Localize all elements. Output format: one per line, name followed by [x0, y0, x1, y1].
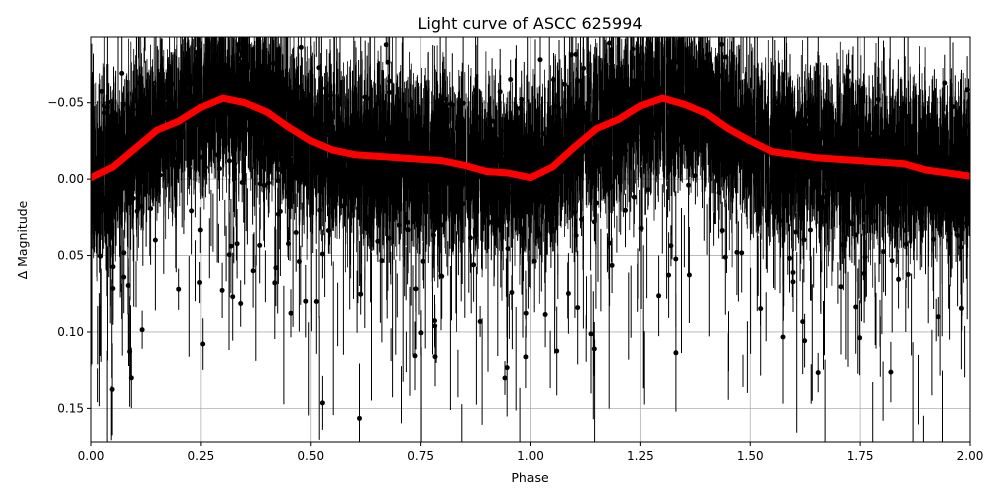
binned-mean-point: [241, 99, 249, 107]
x-tick-label: 0.00: [78, 449, 105, 463]
binned-mean-point: [592, 125, 600, 133]
binned-mean-point: [351, 151, 359, 159]
x-tick-label: 1.50: [737, 449, 764, 463]
binned-mean-point: [131, 145, 139, 153]
binned-mean-point: [417, 155, 425, 163]
binned-mean-point: [505, 169, 513, 177]
binned-mean-point: [878, 158, 886, 166]
binned-mean-point: [834, 155, 842, 163]
binned-mean-point: [329, 146, 337, 154]
y-tick-label: 0.05: [57, 249, 84, 263]
y-axis-label: Δ Magnitude: [15, 200, 30, 279]
binned-mean-point: [966, 172, 970, 180]
x-tick-label: 2.00: [957, 449, 984, 463]
binned-mean-point: [153, 126, 161, 134]
binned-mean-point: [856, 157, 864, 165]
x-tick-label: 1.00: [517, 449, 544, 463]
binned-mean-point: [197, 103, 205, 111]
outlier-error-bars: [91, 37, 970, 442]
binned-mean-point: [109, 163, 117, 171]
y-tick-label: 0.00: [57, 172, 84, 186]
binned-mean-point: [944, 169, 952, 177]
binned-mean-point: [812, 154, 820, 162]
binned-mean-point: [395, 154, 403, 162]
binned-mean-point: [548, 163, 556, 171]
binned-mean-point: [702, 109, 710, 117]
binned-mean-point: [483, 167, 491, 175]
x-tick-label: 0.50: [297, 449, 324, 463]
binned-mean-point: [285, 123, 293, 131]
binned-mean-point: [439, 157, 447, 165]
binned-mean-point: [461, 161, 469, 169]
binned-mean-point: [922, 166, 930, 174]
x-tick-label: 0.25: [188, 449, 215, 463]
binned-mean-point: [680, 100, 688, 108]
binned-mean-point: [724, 125, 732, 133]
binned-mean-point: [527, 174, 534, 182]
binned-mean-point: [373, 152, 381, 160]
x-axis-label: Phase: [511, 470, 549, 485]
binned-mean-point: [219, 94, 227, 102]
binned-mean-point: [768, 148, 776, 156]
x-tick-label: 0.75: [407, 449, 434, 463]
binned-mean-point: [307, 137, 315, 145]
binned-mean-point: [658, 94, 666, 102]
binned-mean-point: [900, 160, 908, 168]
binned-mean-point: [91, 174, 95, 182]
binned-mean-point: [614, 116, 622, 124]
binned-mean-point: [790, 151, 798, 159]
chart-title: Light curve of ASCC 625994: [417, 14, 642, 33]
y-tick-label: 0.15: [57, 401, 84, 415]
binned-mean-point: [570, 143, 578, 151]
x-tick-label: 1.25: [627, 449, 654, 463]
binned-mean-point: [636, 102, 644, 110]
binned-mean-point: [263, 108, 271, 116]
binned-mean-point: [746, 137, 754, 145]
y-tick-label: −0.05: [47, 96, 84, 110]
x-tick-label: 1.75: [847, 449, 874, 463]
y-tick-label: 0.10: [57, 325, 84, 339]
binned-mean-point: [175, 117, 183, 125]
